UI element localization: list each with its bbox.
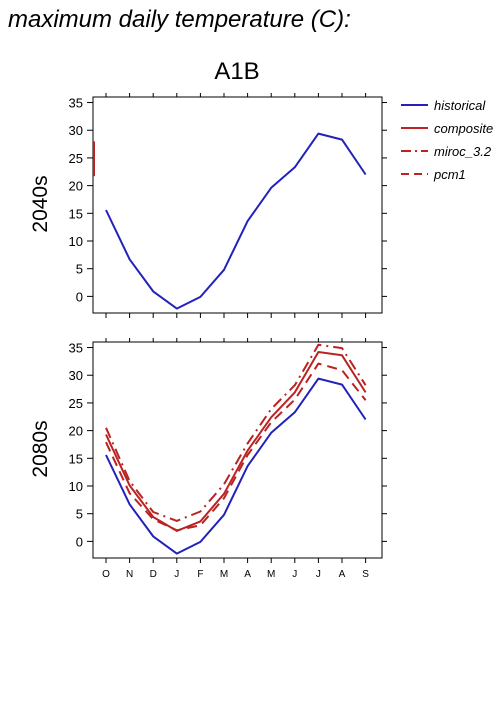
x-tick-label: A: [339, 569, 346, 580]
x-tick-label: F: [197, 569, 203, 580]
legend-label: pcm1: [433, 167, 466, 182]
x-tick-label: O: [102, 569, 110, 580]
panel-2080s: 2080s 0 5 10 15 20 25 30 35 O N D J F M A M J J A S: [29, 338, 387, 580]
y-tick-label: 15: [69, 451, 83, 466]
x-tick-label: J: [316, 569, 321, 580]
y-tick-label: 10: [69, 479, 83, 494]
y-tick-label: 35: [69, 96, 83, 111]
panel-2040s: 2040s 0 5 10 15 20 25 30 35: [29, 93, 387, 318]
y-tick-label: 25: [69, 396, 83, 411]
x-tick-label: S: [362, 569, 369, 580]
figure-title: maximum daily temperature (C):: [8, 6, 351, 33]
y-tick-label: 0: [76, 289, 83, 304]
x-tick-label: M: [267, 569, 275, 580]
x-tick-label: J: [174, 569, 179, 580]
x-tick-label: J: [292, 569, 297, 580]
y-tick-label: 10: [69, 234, 83, 249]
y-tick-label: 5: [76, 262, 83, 277]
y-tick-label: 25: [69, 151, 83, 166]
legend-label: miroc_3.2: [434, 144, 492, 159]
plot-frame: [92, 96, 383, 314]
series-line-historical: [105, 132, 367, 310]
x-tick-label: M: [220, 569, 228, 580]
y-tick-label: 5: [76, 507, 83, 522]
y-tick-label: 30: [69, 123, 83, 138]
legend: historical composite miroc_3.2 pcm1: [401, 98, 493, 182]
y-tick-label: 35: [69, 341, 83, 356]
y-tick-label: 0: [76, 534, 83, 549]
series-line-miroc-3-2: [105, 343, 367, 522]
series-line-historical: [105, 377, 367, 555]
series-line-pcm1: [105, 362, 367, 532]
panel-label: 2080s: [29, 420, 52, 477]
plot-frame: [92, 341, 383, 559]
legend-label: historical: [434, 98, 486, 113]
legend-label: composite: [434, 121, 493, 136]
x-tick-label: A: [244, 569, 251, 580]
panel-label: 2040s: [29, 175, 52, 232]
x-tick-label: D: [150, 569, 157, 580]
y-tick-label: 20: [69, 424, 83, 439]
series-line-composite: [105, 351, 367, 532]
y-tick-label: 30: [69, 368, 83, 383]
scenario-label: A1B: [214, 58, 259, 85]
x-tick-label: N: [126, 569, 133, 580]
y-tick-label: 15: [69, 206, 83, 221]
y-tick-label: 20: [69, 179, 83, 194]
